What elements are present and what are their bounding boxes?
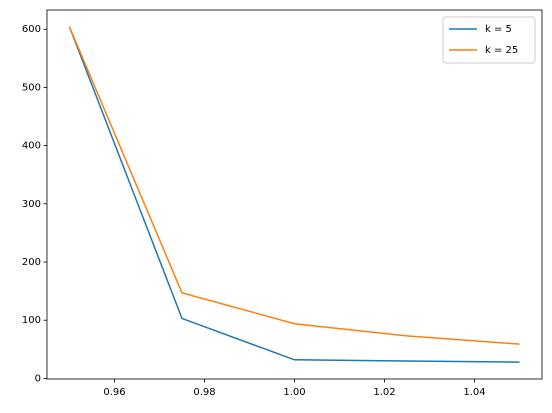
x-tick-label: 0.96 [103, 387, 125, 398]
y-tick-label: 400 [22, 141, 41, 152]
y-tick-label: 200 [22, 257, 41, 268]
x-tick-label: 1.02 [373, 387, 395, 398]
y-tick-label: 100 [22, 315, 41, 326]
plot-frame [46, 9, 543, 380]
legend-label: k = 5 [485, 24, 512, 35]
line [68, 26, 520, 345]
legend-label: k = 25 [485, 45, 518, 56]
y-tick-label: 300 [22, 199, 41, 210]
x-tick-label: 1.04 [463, 387, 485, 398]
x-tick-label: 0.98 [193, 387, 215, 398]
line [68, 26, 520, 363]
y-tick-label: 600 [22, 24, 41, 35]
y-tick-label: 0 [35, 373, 41, 384]
x-tick-label: 1.00 [283, 387, 305, 398]
y-tick-label: 500 [22, 82, 41, 93]
